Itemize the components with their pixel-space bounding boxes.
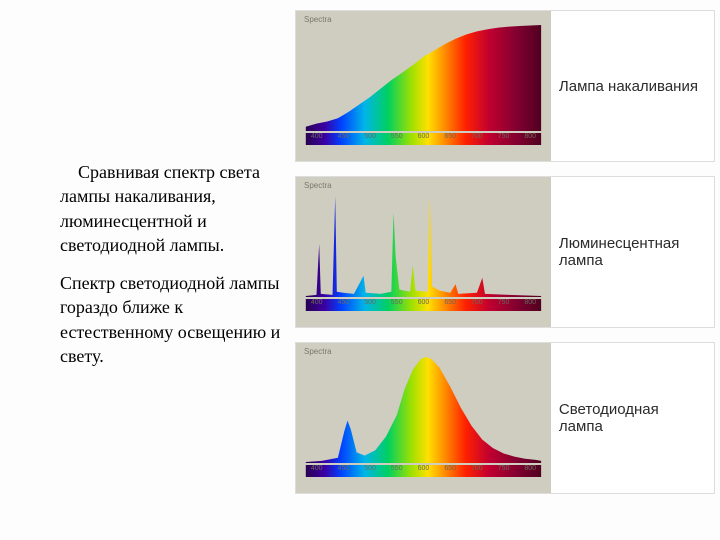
tick-label: 700 <box>471 299 483 306</box>
tick-label: 700 <box>471 133 483 140</box>
tick-label: 750 <box>498 133 510 140</box>
tick-label: 800 <box>524 299 536 306</box>
spectrum-label: Лампа накаливания <box>551 11 714 161</box>
tick-label: 450 <box>338 299 350 306</box>
tick-label: 600 <box>418 465 430 472</box>
tick-label: 550 <box>391 133 403 140</box>
spectrum-plot: Spectra 400 450 500 550 600 650 700 750 800 <box>296 11 551 161</box>
tick-label: 750 <box>498 465 510 472</box>
spectra-tag: Spectra <box>304 181 332 190</box>
spectrum-row: Spectra 400 450 500 550 600 650 700 750 800 Свет… <box>295 342 715 494</box>
tick-label: 650 <box>444 465 456 472</box>
tick-label: 400 <box>311 133 323 140</box>
tick-label: 800 <box>524 465 536 472</box>
tick-label: 550 <box>391 465 403 472</box>
tick-label: 500 <box>364 133 376 140</box>
spectrum-row: Spectra 400 450 500 550 600 650 700 750 800 Люми… <box>295 176 715 328</box>
tick-label: 400 <box>311 299 323 306</box>
spectrum-label: Светодиодная лампа <box>551 343 714 493</box>
spectrum-label: Люминесцентная лампа <box>551 177 714 327</box>
tick-label: 450 <box>338 133 350 140</box>
description-text: Сравнивая спектр света лампы накаливания… <box>60 160 290 382</box>
tick-label: 500 <box>364 465 376 472</box>
axis-ticks: 400 450 500 550 600 650 700 750 800 <box>306 133 541 143</box>
spectra-tag: Spectra <box>304 15 332 24</box>
tick-label: 600 <box>418 299 430 306</box>
tick-label: 550 <box>391 299 403 306</box>
tick-label: 700 <box>471 465 483 472</box>
spectrum-charts: Spectra 400 450 500 550 600 650 700 750 800 Ламп… <box>295 10 715 494</box>
tick-label: 400 <box>311 465 323 472</box>
spectrum-row: Spectra 400 450 500 550 600 650 700 750 800 Ламп… <box>295 10 715 162</box>
spectrum-plot: Spectra 400 450 500 550 600 650 700 750 800 <box>296 343 551 493</box>
paragraph-1: Сравнивая спектр света лампы накаливания… <box>60 160 290 257</box>
axis-ticks: 400 450 500 550 600 650 700 750 800 <box>306 299 541 309</box>
tick-label: 450 <box>338 465 350 472</box>
tick-label: 750 <box>498 299 510 306</box>
tick-label: 650 <box>444 299 456 306</box>
tick-label: 650 <box>444 133 456 140</box>
tick-label: 500 <box>364 299 376 306</box>
tick-label: 600 <box>418 133 430 140</box>
axis-ticks: 400 450 500 550 600 650 700 750 800 <box>306 465 541 475</box>
spectra-tag: Spectra <box>304 347 332 356</box>
spectrum-plot: Spectra 400 450 500 550 600 650 700 750 800 <box>296 177 551 327</box>
tick-label: 800 <box>524 133 536 140</box>
paragraph-2: Спектр светодиодной лампы гораздо ближе … <box>60 271 290 368</box>
